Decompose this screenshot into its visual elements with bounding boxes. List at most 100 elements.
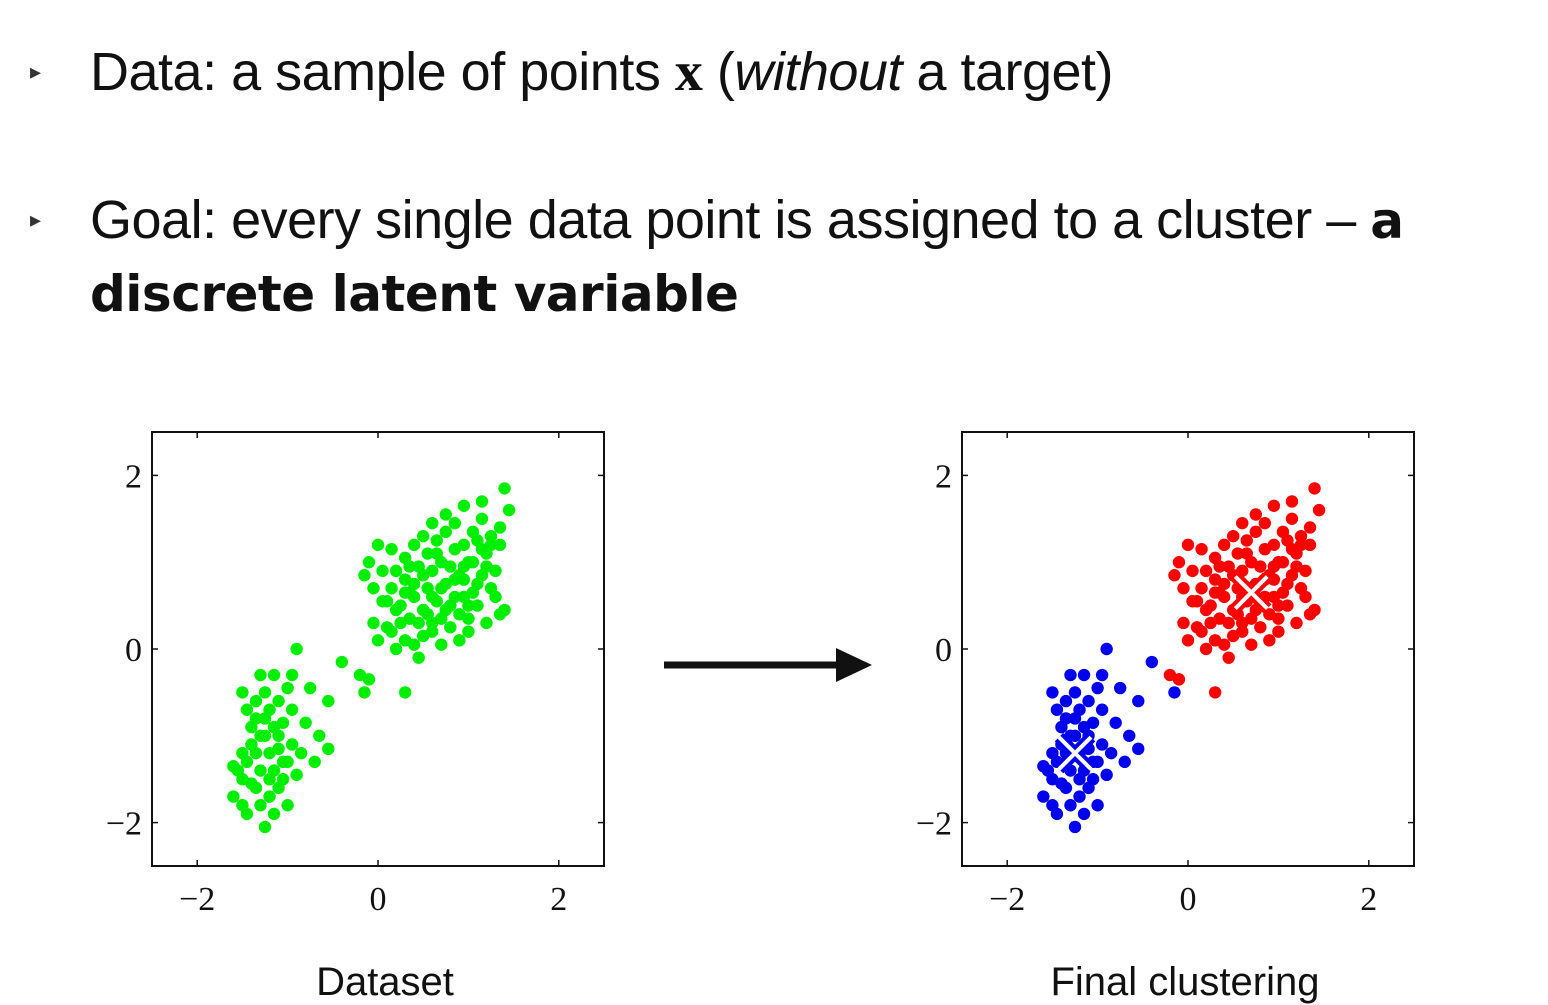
data-point [1104,746,1118,760]
plot-frame [151,431,605,867]
data-point [457,590,471,604]
data-point [1236,625,1249,638]
data-point [1272,625,1285,638]
data-point [1118,755,1131,769]
data-point [1077,668,1091,682]
data-point [1308,482,1321,495]
bullet-data-text-part: Data: a sample of points [90,42,675,102]
data-point [462,612,475,625]
data-point [439,508,452,521]
data-point [462,625,475,638]
data-point [227,759,240,773]
data-point [439,525,452,539]
data-point [385,542,398,556]
data-point [1208,586,1222,599]
data-point [426,516,439,530]
bullet-data-text: Data: a sample of points x (without a ta… [90,36,1530,108]
data-point [267,668,281,682]
data-point [448,542,462,556]
data-point [1181,538,1195,552]
data-point [1240,547,1253,560]
data-point [1168,686,1181,699]
bullet-goal: ▸ Goal: every single data point is assig… [30,184,1530,334]
data-point [398,586,412,599]
data-point [1294,529,1308,543]
data-point [1204,616,1217,630]
vector-x-symbol: x [674,41,703,103]
data-point [1077,807,1091,821]
data-point [254,799,267,812]
data-point [1064,799,1077,812]
data-point [502,503,516,517]
data-point [1064,668,1077,682]
data-point [471,599,484,612]
data-point [1249,525,1262,539]
data-point [1303,538,1317,552]
y-tick-label: −2 [106,806,142,843]
data-point [367,582,380,595]
data-point [1263,634,1276,647]
data-point [258,729,272,742]
data-point [285,703,299,716]
data-point [1095,738,1109,751]
data-point [417,529,430,543]
data-point [362,673,376,686]
data-point [412,616,425,630]
data-point [1231,547,1244,560]
data-point [385,625,398,638]
data-point [1290,560,1303,573]
data-point [407,538,421,552]
data-point [398,686,412,699]
data-point [489,590,502,604]
data-point [426,625,439,638]
data-point [367,616,380,630]
data-point [304,681,317,695]
data-point [272,742,285,756]
bullet-goal-text: Goal: every single data point is assigne… [90,184,1530,330]
data-point [1100,768,1113,782]
data-point [1222,560,1235,573]
data-point [480,560,493,573]
data-point [1236,516,1249,530]
data-point [1267,560,1281,573]
data-point [376,564,389,578]
data-point [1222,651,1235,664]
x-tick-label: −2 [179,881,215,918]
data-point [245,777,258,790]
data-point [249,746,263,760]
data-point [1208,686,1222,699]
data-point [1037,759,1050,773]
data-point [1073,773,1086,786]
data-point [1132,742,1145,756]
data-point [1290,616,1303,630]
data-point [1132,694,1145,708]
data-point [407,577,421,591]
data-point [1267,590,1281,604]
data-point [1181,634,1195,647]
data-point [322,694,335,708]
data-point [1095,668,1109,682]
data-point [1168,569,1181,582]
data-point [263,790,276,803]
data-point [1199,642,1213,656]
data-point [313,729,326,742]
data-point [276,716,290,729]
data-point [1258,516,1272,530]
data-point [1050,807,1064,821]
data-point [1037,790,1050,803]
x-tick-label: −2 [989,881,1025,918]
y-tick-label: 0 [935,632,952,669]
plot-frame [961,431,1415,867]
data-point [1281,534,1294,547]
data-point [258,686,272,699]
data-point [389,642,403,656]
data-point [1114,681,1127,695]
y-tick-label: 0 [125,632,142,669]
data-point [258,820,272,834]
data-point [403,560,416,573]
data-point [236,746,249,760]
data-point [1249,508,1262,521]
data-point [471,577,484,591]
data-point [362,556,376,569]
data-point [1245,638,1258,651]
